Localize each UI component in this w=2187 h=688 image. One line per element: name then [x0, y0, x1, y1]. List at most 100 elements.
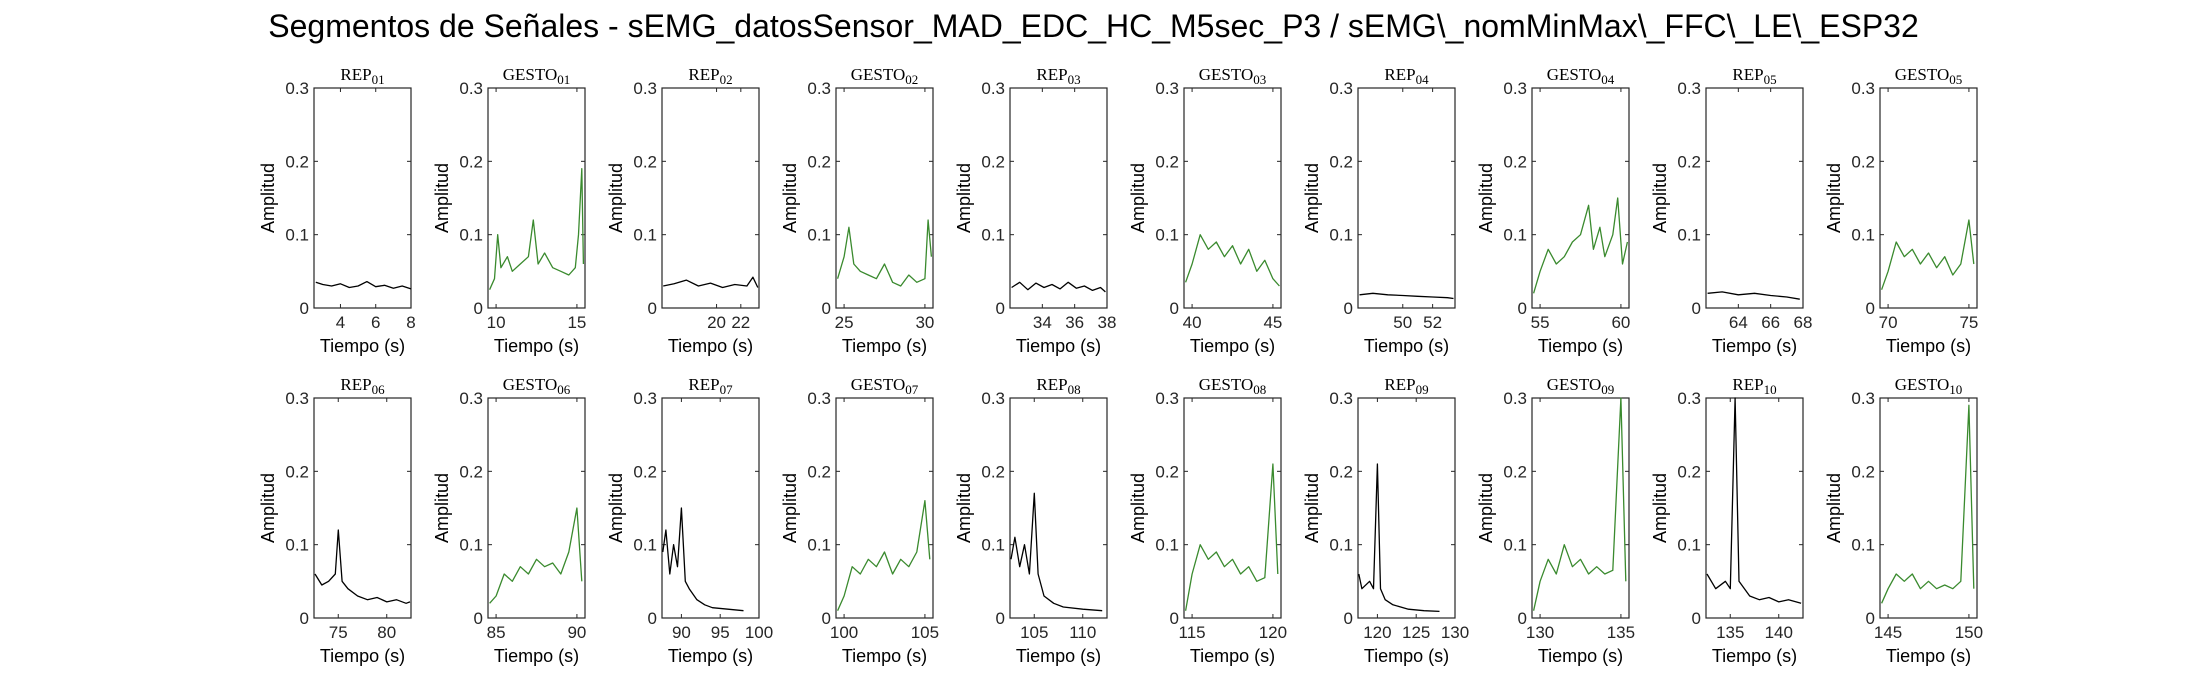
x-axis-label: Tiempo (s): [1016, 336, 1101, 356]
y-tick-label: 0.1: [1329, 226, 1353, 245]
subplot-title: GESTO06: [503, 375, 571, 397]
x-axis-label: Tiempo (s): [1712, 336, 1797, 356]
x-tick-label: 90: [567, 623, 586, 642]
y-axis-label: Amplitud: [1650, 473, 1670, 543]
y-tick-label: 0.2: [807, 152, 831, 171]
y-tick-label: 0.3: [1329, 79, 1353, 98]
axes-box: [1183, 87, 1282, 309]
x-tick-label: 34: [1033, 313, 1052, 332]
subplot-gesto-08: 0 0.1 0.2 0.3 115 120 GESTO08 Tiempo (s) Amplitu…: [1128, 375, 1287, 666]
subplot-gesto-07: 0 0.1 0.2 0.3 100 105 GESTO07 Tiempo (s) Amplitu…: [780, 375, 939, 666]
x-axis-label: Tiempo (s): [668, 336, 753, 356]
x-tick-label: 68: [1794, 313, 1813, 332]
axes-box: [1879, 397, 1978, 619]
y-tick-label: 0.2: [981, 152, 1005, 171]
x-tick-label: 120: [1363, 623, 1391, 642]
signal-line: [1532, 197, 1629, 294]
subplot-gesto-01: 0 0.1 0.2 0.3 10 15 GESTO01 Tiempo (s) Amplitud: [432, 65, 586, 356]
x-axis-label: Tiempo (s): [842, 336, 927, 356]
y-tick-label: 0: [1692, 299, 1701, 318]
x-axis-label: Tiempo (s): [842, 646, 927, 666]
axes-box: [1531, 397, 1630, 619]
subplot-title: GESTO01: [503, 65, 570, 87]
subplot-title: REP08: [1036, 375, 1080, 397]
x-tick-label: 60: [1611, 313, 1630, 332]
x-tick-label: 36: [1065, 313, 1084, 332]
signal-line: [663, 276, 759, 289]
y-tick-label: 0.3: [1503, 389, 1527, 408]
x-tick-label: 95: [711, 623, 730, 642]
subplot-rep-05: 0 0.1 0.2 0.3 64 66 68 REP05 Tiempo (s) Amplitud: [1650, 65, 1812, 356]
axes-box: [313, 87, 412, 309]
signal-line: [1011, 281, 1106, 293]
x-axis-label: Tiempo (s): [1190, 336, 1275, 356]
y-axis-label: Amplitud: [258, 163, 278, 233]
subplot-rep-02: 0 0.1 0.2 0.3 20 22 REP02 Tiempo (s) Amplitud: [606, 65, 760, 356]
axes-box: [1531, 87, 1630, 309]
subplot-gesto-10: 0 0.1 0.2 0.3 145 150 GESTO10 Tiempo (s) Amplitu…: [1824, 375, 1983, 666]
y-tick-label: 0.1: [1677, 226, 1701, 245]
y-tick-label: 0.1: [1851, 536, 1875, 555]
subplot-rep-07: 0 0.1 0.2 0.3 90 95 100 REP07 Tiempo (s) Amplitud: [606, 375, 773, 666]
axes-box: [661, 397, 760, 619]
x-tick-label: 40: [1183, 313, 1202, 332]
x-axis-label: Tiempo (s): [1886, 646, 1971, 666]
x-tick-label: 15: [567, 313, 586, 332]
y-tick-label: 0.1: [1677, 536, 1701, 555]
axes-box: [1009, 87, 1108, 309]
subplot-title: GESTO05: [1895, 65, 1962, 87]
x-tick-label: 105: [1020, 623, 1048, 642]
x-tick-label: 55: [1531, 313, 1550, 332]
y-axis-label: Amplitud: [1476, 163, 1496, 233]
x-tick-label: 25: [835, 313, 854, 332]
y-tick-label: 0.2: [1851, 152, 1875, 171]
subplot-gesto-06: 0 0.1 0.2 0.3 85 90 GESTO06 Tiempo (s) Amplitud: [432, 375, 586, 666]
y-tick-label: 0: [300, 609, 309, 628]
y-axis-label: Amplitud: [432, 163, 452, 233]
y-tick-label: 0.3: [1155, 79, 1179, 98]
figure-title: Segmentos de Señales - sEMG_datosSensor_…: [268, 8, 1919, 44]
y-tick-label: 0.3: [981, 79, 1005, 98]
x-tick-label: 125: [1402, 623, 1430, 642]
x-tick-label: 38: [1098, 313, 1117, 332]
y-tick-label: 0.2: [459, 152, 483, 171]
y-tick-label: 0.3: [285, 389, 309, 408]
y-axis-label: Amplitud: [780, 473, 800, 543]
x-tick-label: 45: [1263, 313, 1282, 332]
y-tick-label: 0.1: [981, 536, 1005, 555]
x-axis-label: Tiempo (s): [494, 646, 579, 666]
x-tick-label: 66: [1761, 313, 1780, 332]
y-tick-label: 0.3: [1155, 389, 1179, 408]
y-tick-label: 0.2: [1329, 152, 1353, 171]
x-tick-label: 100: [830, 623, 858, 642]
y-tick-label: 0.2: [1851, 462, 1875, 481]
y-tick-label: 0: [1518, 609, 1527, 628]
x-axis-label: Tiempo (s): [1016, 646, 1101, 666]
y-tick-label: 0.3: [1851, 79, 1875, 98]
x-tick-label: 64: [1729, 313, 1748, 332]
axes-box: [661, 87, 760, 309]
subplot-title: GESTO08: [1199, 375, 1266, 397]
signal-line: [1359, 292, 1454, 300]
x-tick-label: 8: [406, 313, 415, 332]
subplot-title: GESTO02: [851, 65, 918, 87]
y-tick-label: 0.1: [1329, 536, 1353, 555]
x-tick-label: 140: [1765, 623, 1793, 642]
y-axis-label: Amplitud: [1302, 473, 1322, 543]
y-tick-label: 0: [1866, 299, 1875, 318]
y-tick-label: 0.2: [1677, 462, 1701, 481]
y-axis-label: Amplitud: [1302, 163, 1322, 233]
y-tick-label: 0: [1170, 609, 1179, 628]
x-tick-label: 80: [377, 623, 396, 642]
signal-line: [489, 168, 585, 290]
y-tick-label: 0: [1518, 299, 1527, 318]
x-tick-label: 150: [1955, 623, 1983, 642]
y-axis-label: Amplitud: [1476, 473, 1496, 543]
signal-line: [1010, 492, 1103, 612]
y-tick-label: 0: [1170, 299, 1179, 318]
y-axis-label: Amplitud: [954, 473, 974, 543]
subplot-title: REP09: [1384, 375, 1428, 397]
y-tick-label: 0.3: [981, 389, 1005, 408]
x-tick-label: 52: [1423, 313, 1442, 332]
x-tick-label: 85: [487, 623, 506, 642]
